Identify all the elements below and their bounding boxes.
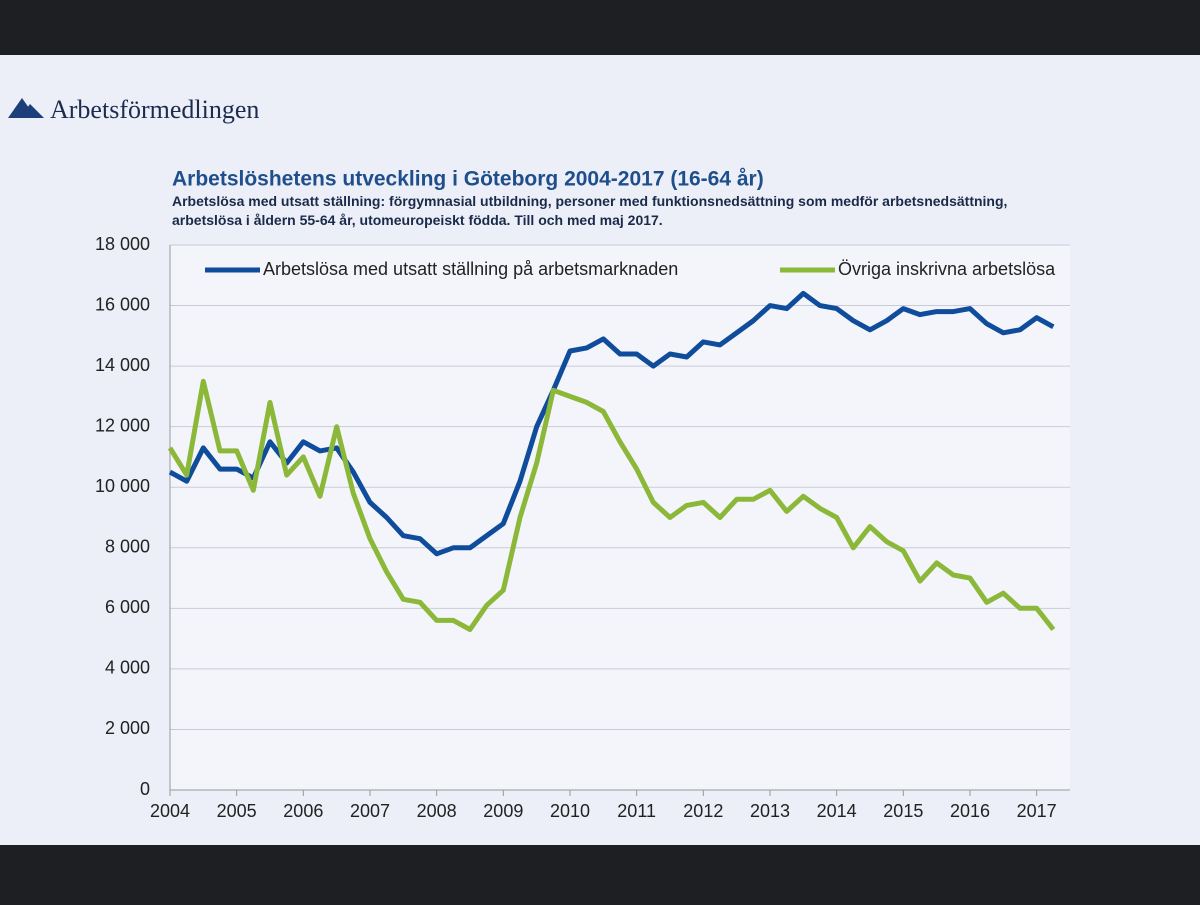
logo-icon [8, 98, 44, 118]
x-tick-label: 2016 [950, 801, 990, 821]
chart-subtitle: Arbetslösa med utsatt ställning: förgymn… [172, 193, 1008, 228]
legend-label: Arbetslösa med utsatt ställning på arbet… [263, 259, 678, 279]
legend-label: Övriga inskrivna arbetslösa [838, 259, 1056, 279]
x-tick-label: 2004 [150, 801, 190, 821]
subtitle-box: Arbetslösa med utsatt ställning: förgymn… [172, 193, 1008, 228]
logo: Arbetsförmedlingen [50, 95, 259, 124]
y-tick-label: 10 000 [95, 476, 150, 496]
chart-title: Arbetslöshetens utveckling i Göteborg 20… [172, 168, 764, 191]
x-tick-label: 2017 [1017, 801, 1057, 821]
y-tick-label: 6 000 [105, 597, 150, 617]
y-tick-label: 12 000 [95, 415, 150, 435]
y-tick-label: 0 [140, 779, 150, 799]
x-tick-label: 2005 [217, 801, 257, 821]
x-tick-label: 2013 [750, 801, 790, 821]
y-tick-label: 8 000 [105, 537, 150, 557]
x-tick-label: 2015 [883, 801, 923, 821]
y-tick-label: 18 000 [95, 234, 150, 254]
plot-area [170, 245, 1070, 790]
x-tick-label: 2014 [817, 801, 857, 821]
x-tick-label: 2007 [350, 801, 390, 821]
x-tick-label: 2006 [283, 801, 323, 821]
y-tick-label: 2 000 [105, 718, 150, 738]
series-line [168, 290, 1055, 557]
y-tick-label: 14 000 [95, 355, 150, 375]
y-tick-label: 16 000 [95, 294, 150, 314]
x-tick-label: 2010 [550, 801, 590, 821]
y-tick-label: 4 000 [105, 658, 150, 678]
x-tick-label: 2008 [417, 801, 457, 821]
x-tick-label: 2012 [683, 801, 723, 821]
series-line [167, 378, 1056, 632]
x-tick-label: 2011 [617, 801, 656, 821]
x-tick-label: 2009 [483, 801, 523, 821]
